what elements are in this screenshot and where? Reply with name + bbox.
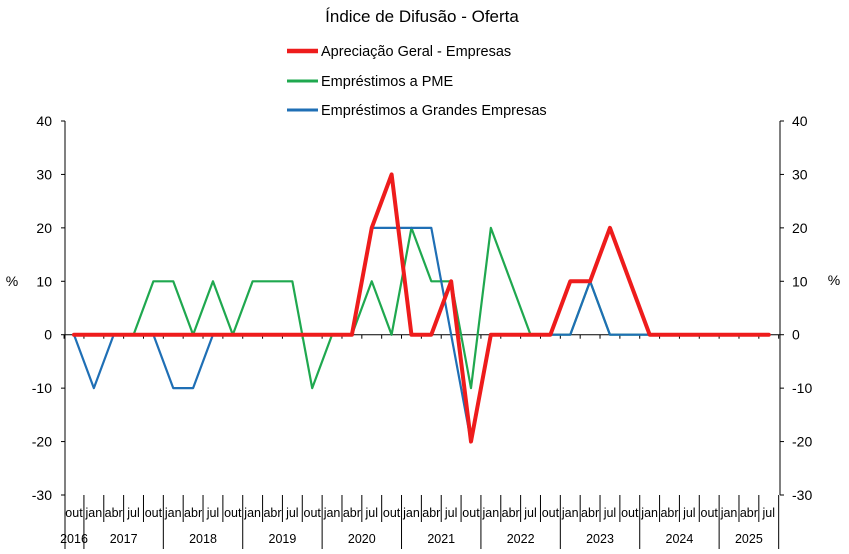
chart-title: Índice de Difusão - Oferta bbox=[325, 7, 519, 26]
y-tick-label-left: -10 bbox=[32, 380, 52, 396]
x-tick-label: jan bbox=[243, 506, 261, 520]
year-label: 2016 bbox=[60, 532, 88, 546]
y-tick-label-left: 40 bbox=[36, 113, 52, 129]
x-tick-label: abr bbox=[660, 506, 678, 520]
x-tick-label: jan bbox=[720, 506, 738, 520]
y-tick-label-left: 0 bbox=[44, 327, 52, 343]
year-label: 2022 bbox=[507, 532, 535, 546]
x-tick-label: jul bbox=[285, 506, 299, 520]
x-tick-label: jul bbox=[126, 506, 140, 520]
y-tick-label-left: -30 bbox=[32, 487, 52, 503]
series-line-0 bbox=[72, 172, 771, 444]
x-tick-label: abr bbox=[184, 506, 202, 520]
year-label: 2024 bbox=[666, 532, 694, 546]
y-axis-label-right: % bbox=[828, 272, 840, 288]
year-label: 2025 bbox=[735, 532, 763, 546]
x-tick-label: abr bbox=[343, 506, 361, 520]
x-tick-label: jul bbox=[682, 506, 696, 520]
x-tick-label: abr bbox=[502, 506, 520, 520]
x-tick-label: out bbox=[65, 506, 83, 520]
year-label: 2021 bbox=[427, 532, 455, 546]
legend-label: Empréstimos a Grandes Empresas bbox=[321, 103, 547, 119]
year-label: 2020 bbox=[348, 532, 376, 546]
x-tick-label: abr bbox=[105, 506, 123, 520]
y-axis-label-left: % bbox=[6, 273, 18, 289]
x-tick-label: abr bbox=[263, 506, 281, 520]
y-tick-label-right: 30 bbox=[792, 166, 808, 182]
x-tick-label: jan bbox=[640, 506, 658, 520]
x-tick-label: jan bbox=[164, 506, 182, 520]
x-tick-label: out bbox=[224, 506, 242, 520]
year-label: 2018 bbox=[189, 532, 217, 546]
x-tick-label: jan bbox=[402, 506, 420, 520]
year-label: 2023 bbox=[586, 532, 614, 546]
x-tick-label: abr bbox=[740, 506, 758, 520]
x-tick-label: jan bbox=[85, 506, 103, 520]
y-tick-label-left: 20 bbox=[36, 220, 52, 236]
x-tick-label: out bbox=[621, 506, 639, 520]
year-label: 2017 bbox=[110, 532, 138, 546]
y-tick-label-right: -10 bbox=[792, 380, 812, 396]
x-tick-label: jul bbox=[603, 506, 617, 520]
legend: Apreciação Geral - Empresas Empréstimos a… bbox=[287, 44, 547, 119]
x-tick-label: jul bbox=[364, 506, 378, 520]
y-tick-label-right: 20 bbox=[792, 220, 808, 236]
x-tick-label: jan bbox=[323, 506, 341, 520]
y-tick-label-right: -30 bbox=[792, 487, 812, 503]
series-line-1 bbox=[72, 226, 770, 390]
y-tick-label-left: 30 bbox=[36, 166, 52, 182]
legend-label: Apreciação Geral - Empresas bbox=[321, 44, 511, 60]
x-tick-label: out bbox=[542, 506, 560, 520]
series-layer bbox=[72, 172, 771, 444]
legend-label: Empréstimos a PME bbox=[321, 74, 453, 90]
y-tick-label-right: 0 bbox=[792, 327, 800, 343]
x-tick-label: abr bbox=[422, 506, 440, 520]
x-tick-label: jul bbox=[444, 506, 458, 520]
x-tick-label: abr bbox=[581, 506, 599, 520]
x-tick-label: out bbox=[304, 506, 322, 520]
y-tick-label-right: 40 bbox=[792, 113, 808, 129]
x-tick-label: out bbox=[701, 506, 719, 520]
year-label: 2019 bbox=[269, 532, 297, 546]
x-tick-label: jan bbox=[561, 506, 579, 520]
y-tick-label-right: 10 bbox=[792, 273, 808, 289]
x-tick-label: jan bbox=[482, 506, 500, 520]
x-tick-label: out bbox=[145, 506, 163, 520]
y-tick-label-left: 10 bbox=[36, 273, 52, 289]
y-tick-label-right: -20 bbox=[792, 434, 812, 450]
x-tick-label: jul bbox=[523, 506, 537, 520]
x-tick-label: jul bbox=[761, 506, 775, 520]
x-tick-label: out bbox=[383, 506, 401, 520]
x-tick-label: jul bbox=[206, 506, 220, 520]
y-tick-label-left: -20 bbox=[32, 434, 52, 450]
x-tick-label: out bbox=[462, 506, 480, 520]
